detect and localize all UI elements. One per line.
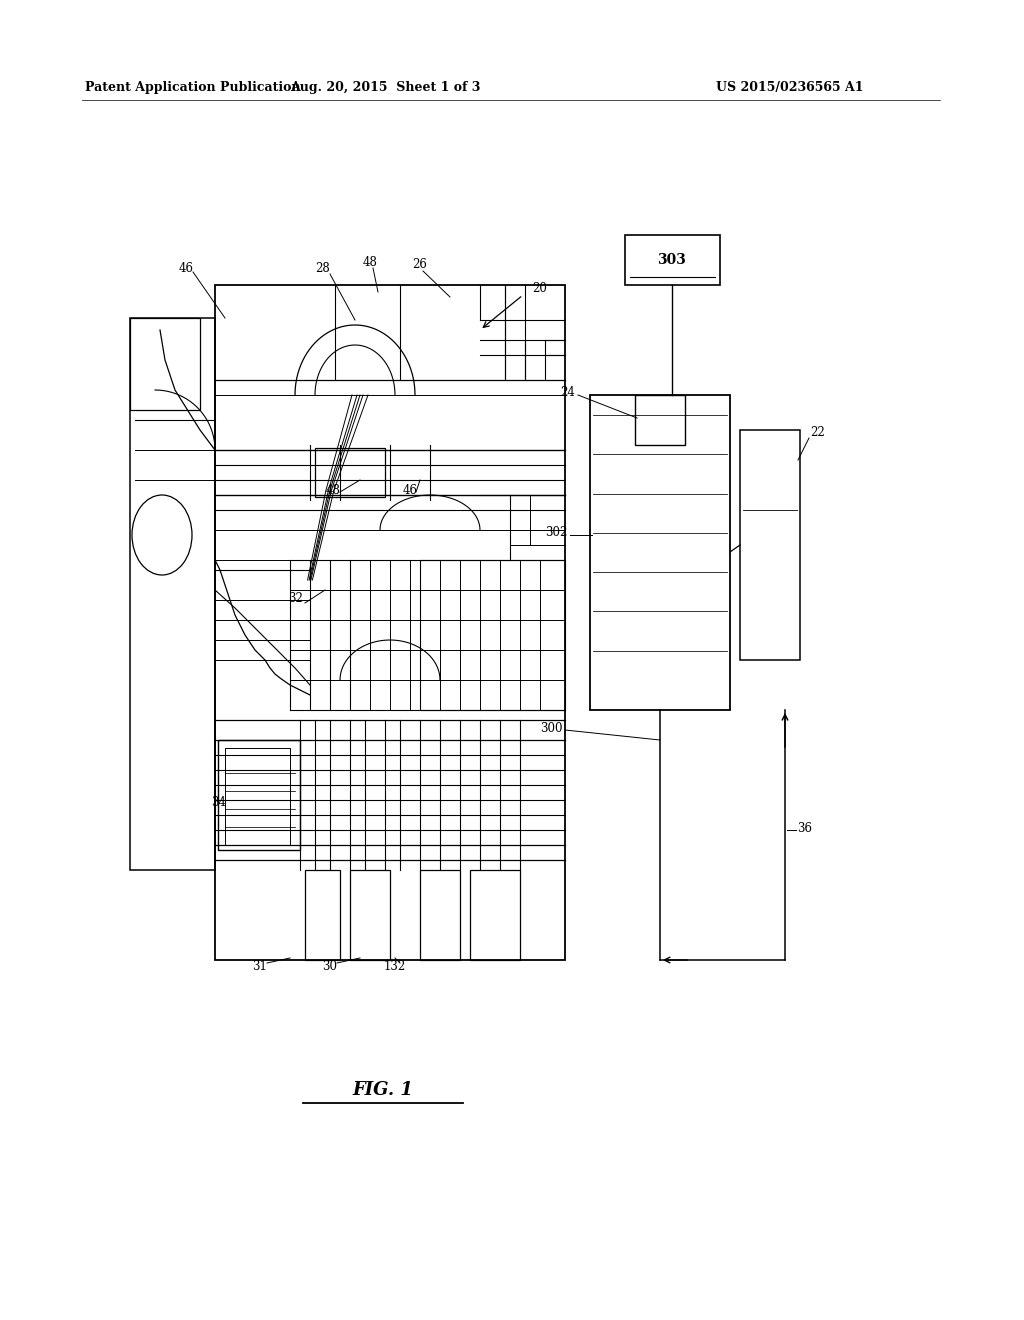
Text: 28: 28 [315, 261, 331, 275]
Text: 34: 34 [212, 796, 226, 809]
Text: 24: 24 [560, 385, 575, 399]
Bar [590, 395, 730, 710]
Bar [315, 447, 385, 498]
Bar [350, 870, 390, 960]
Text: 46: 46 [402, 483, 418, 496]
Text: 46: 46 [178, 261, 194, 275]
Text: 303: 303 [657, 253, 686, 267]
Text: 20: 20 [532, 281, 547, 294]
Bar [130, 318, 215, 870]
Bar [420, 560, 565, 710]
Text: 48: 48 [362, 256, 378, 268]
Text: 31: 31 [253, 961, 267, 973]
Bar [215, 285, 565, 960]
Bar [218, 741, 300, 850]
Text: 30: 30 [323, 961, 338, 973]
Bar [420, 870, 460, 960]
Text: 22: 22 [810, 425, 824, 438]
Bar [470, 870, 520, 960]
Text: 32: 32 [289, 591, 303, 605]
Bar [625, 235, 720, 285]
Bar [305, 870, 340, 960]
Text: FIG. 1: FIG. 1 [352, 1081, 414, 1100]
Text: Aug. 20, 2015  Sheet 1 of 3: Aug. 20, 2015 Sheet 1 of 3 [290, 82, 480, 95]
Bar [225, 748, 290, 845]
Text: Patent Application Publication: Patent Application Publication [85, 82, 300, 95]
Text: 48: 48 [326, 483, 340, 496]
Text: 302: 302 [545, 527, 567, 540]
Text: 36: 36 [797, 821, 812, 834]
Text: 300: 300 [541, 722, 563, 734]
Text: 132: 132 [384, 961, 407, 973]
Text: US 2015/0236565 A1: US 2015/0236565 A1 [716, 82, 864, 95]
Bar [635, 395, 685, 445]
Bar [130, 318, 200, 411]
Text: 26: 26 [413, 259, 427, 272]
Bar [740, 430, 800, 660]
